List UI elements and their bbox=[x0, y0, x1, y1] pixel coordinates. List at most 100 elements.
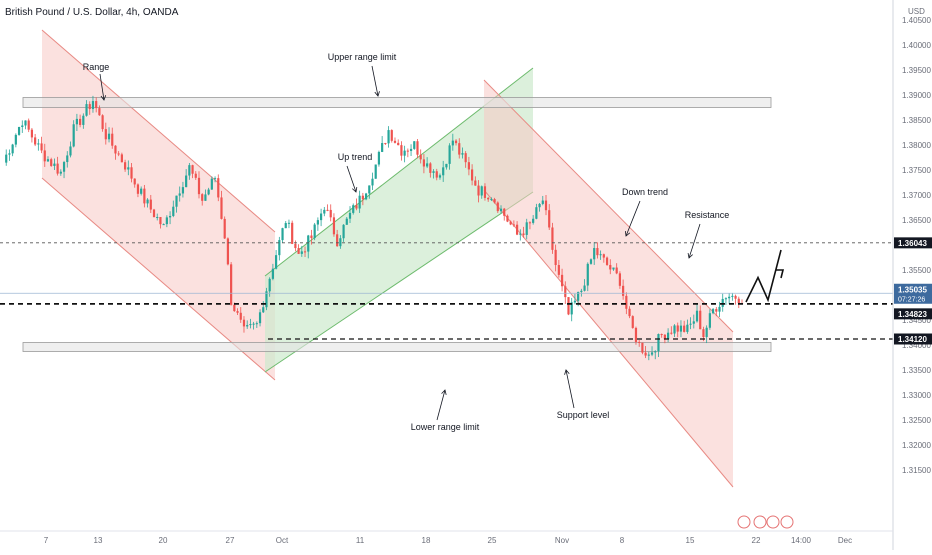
candle-body bbox=[136, 184, 140, 194]
down-channel bbox=[484, 80, 733, 487]
candle-body bbox=[628, 308, 631, 317]
candle-body bbox=[217, 178, 220, 198]
down-trend-pointer bbox=[625, 200, 641, 237]
candle-body bbox=[300, 251, 303, 254]
candle-body bbox=[236, 311, 239, 313]
candle-body bbox=[692, 321, 695, 324]
candle-body bbox=[667, 332, 670, 340]
price-tick-label: 1.33000 bbox=[902, 391, 931, 400]
candle-body bbox=[104, 129, 107, 140]
candle-body bbox=[702, 329, 705, 338]
candle-body bbox=[435, 171, 438, 178]
candle-body bbox=[602, 254, 605, 258]
candle-body bbox=[670, 332, 673, 334]
up-trend-arrow-icon bbox=[352, 187, 358, 193]
support-level-pointer bbox=[565, 369, 575, 409]
candle-body bbox=[69, 146, 72, 156]
candle-body bbox=[384, 143, 387, 145]
candle-body bbox=[683, 325, 686, 332]
lower-range-box bbox=[22, 342, 772, 352]
candle-body bbox=[512, 224, 515, 226]
candle-body bbox=[413, 141, 416, 149]
candle-body bbox=[625, 295, 628, 309]
candle-body bbox=[544, 200, 548, 211]
candle-body bbox=[554, 249, 557, 266]
candle-body bbox=[98, 108, 101, 116]
candle-body bbox=[461, 153, 464, 155]
candle-body bbox=[660, 334, 663, 336]
candle-body bbox=[647, 354, 650, 356]
candle-body bbox=[37, 143, 40, 145]
candle-body bbox=[239, 312, 242, 320]
candle-body bbox=[152, 209, 156, 218]
candle-body bbox=[570, 302, 573, 315]
candle-body bbox=[422, 159, 426, 167]
candle-body bbox=[445, 163, 448, 168]
economic-event-icon bbox=[737, 515, 751, 529]
candle-body bbox=[197, 177, 201, 195]
candle-body bbox=[40, 143, 43, 151]
candle-body bbox=[654, 351, 657, 353]
candle-body bbox=[409, 148, 413, 152]
candle-body bbox=[724, 298, 728, 300]
last-price-tag-label: 1.35035 bbox=[898, 285, 927, 294]
resistance-price-tag bbox=[894, 237, 932, 249]
candle-body bbox=[59, 171, 62, 174]
candle-body bbox=[393, 140, 397, 143]
candle-body bbox=[271, 268, 274, 279]
resistance-note: Resistance bbox=[685, 210, 730, 220]
price-tick-label: 1.32000 bbox=[902, 441, 931, 450]
candle-body bbox=[284, 223, 287, 229]
candle-body bbox=[416, 141, 419, 155]
candle-body bbox=[705, 327, 708, 338]
candle-body bbox=[708, 313, 711, 328]
candle-body bbox=[188, 165, 191, 176]
price-tick-label: 1.35500 bbox=[902, 266, 931, 275]
candle-body bbox=[522, 233, 525, 235]
candle-body bbox=[442, 167, 445, 176]
price-tick-label: 1.40500 bbox=[902, 16, 931, 25]
price-tick-label: 1.32500 bbox=[902, 416, 931, 425]
candle-body bbox=[329, 209, 332, 218]
candle-body bbox=[612, 267, 615, 270]
candle-body bbox=[307, 235, 310, 252]
candle-body bbox=[159, 216, 162, 225]
projection-path bbox=[745, 249, 782, 303]
candle-body bbox=[204, 194, 207, 201]
time-tick-label: 25 bbox=[488, 536, 497, 545]
candle-body bbox=[213, 178, 217, 180]
candle-body bbox=[210, 178, 213, 190]
price-tick-label: 1.33500 bbox=[902, 366, 931, 375]
candle-body bbox=[631, 316, 634, 328]
candle-body bbox=[181, 187, 185, 194]
candle-body bbox=[27, 120, 30, 130]
candle-body bbox=[345, 218, 348, 225]
candle-body bbox=[339, 238, 342, 247]
candle-body bbox=[262, 307, 265, 313]
range-pointer bbox=[99, 73, 105, 101]
price-tick-label: 1.36500 bbox=[902, 216, 931, 225]
candle-body bbox=[79, 118, 82, 125]
candle-body bbox=[336, 234, 339, 247]
candle-body bbox=[85, 104, 88, 116]
candle-body bbox=[374, 164, 377, 179]
candle-body bbox=[532, 218, 535, 223]
candle-body bbox=[185, 175, 188, 188]
candle-body bbox=[111, 133, 114, 146]
time-tick-label: 22 bbox=[752, 536, 761, 545]
candle-body bbox=[551, 227, 554, 250]
candle-body bbox=[146, 199, 149, 204]
candle-body bbox=[737, 298, 740, 304]
up-trend-pointer bbox=[346, 165, 357, 193]
candle-body bbox=[75, 118, 78, 125]
candle-body bbox=[480, 186, 483, 196]
candle-body bbox=[560, 274, 564, 287]
candle-body bbox=[509, 221, 512, 225]
up-trend-note: Up trend bbox=[338, 152, 373, 162]
candle-body bbox=[281, 228, 284, 241]
candle-body bbox=[114, 145, 117, 154]
upper-range-limit-note: Upper range limit bbox=[328, 52, 397, 62]
candle-body bbox=[168, 215, 172, 218]
candle-body bbox=[548, 210, 551, 228]
